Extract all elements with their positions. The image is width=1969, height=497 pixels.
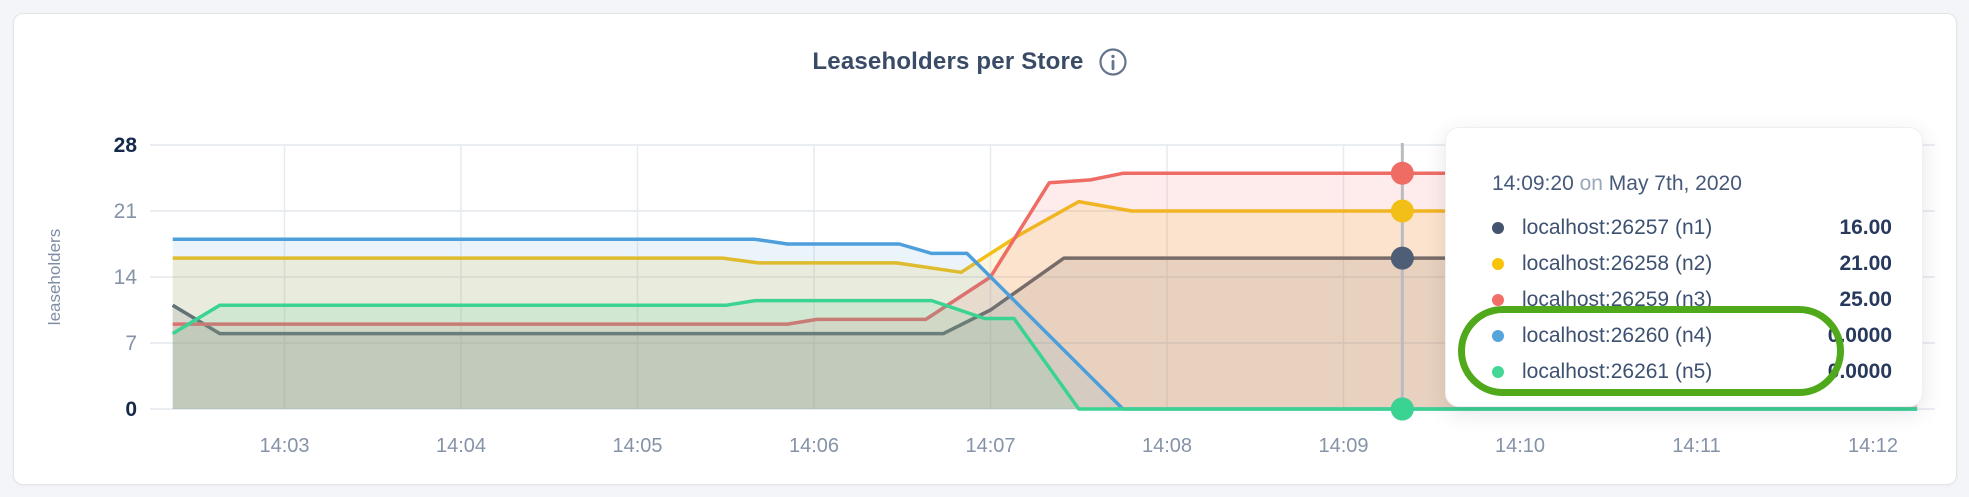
tooltip-rows: localhost:26257 (n1) 16.00 localhost:26258… xyxy=(1492,210,1892,390)
tooltip-row-label: localhost:26257 (n1) xyxy=(1522,216,1713,239)
series-dot-icon xyxy=(1492,294,1504,306)
tooltip-row: localhost:26259 (n3) 25.00 xyxy=(1492,282,1892,318)
series-line-n2 xyxy=(172,199,1918,275)
tooltip-date: May 7th, 2020 xyxy=(1608,172,1742,195)
series-area-n4 xyxy=(172,239,1918,409)
tooltip-on-word: on xyxy=(1579,172,1603,195)
x-tick-label: 14:10 xyxy=(1495,435,1545,457)
tooltip-row-label: localhost:26258 (n2) xyxy=(1522,252,1713,275)
tooltip-row: localhost:26257 (n1) 16.00 xyxy=(1492,210,1892,246)
series-area-n5 xyxy=(172,300,1918,409)
series-line-n1 xyxy=(171,256,1918,336)
x-tick-label: 14:05 xyxy=(612,435,662,457)
series-line-n4 xyxy=(172,237,1918,411)
y-tick-label: 21 xyxy=(114,200,137,223)
tooltip-row-value: 25.00 xyxy=(1839,288,1892,311)
tooltip-row-value: 16.00 xyxy=(1839,216,1892,239)
tooltip-row-value: 0.0000 xyxy=(1827,324,1892,347)
x-tick-label: 14:08 xyxy=(1142,435,1192,457)
hover-dot-n5 xyxy=(1390,397,1414,421)
tooltip-row-label: localhost:26260 (n4) xyxy=(1522,324,1713,347)
x-tick-label: 14:07 xyxy=(965,435,1015,457)
y-tick-label: 14 xyxy=(114,266,138,289)
tooltip-timestamp: 14:09:20 on May 7th, 2020 xyxy=(1492,172,1892,196)
x-tick-label: 14:12 xyxy=(1848,435,1898,457)
x-tick-label: 14:09 xyxy=(1318,435,1368,457)
x-tick-label: 14:11 xyxy=(1672,435,1721,457)
hover-tooltip: 14:09:20 on May 7th, 2020 localhost:2625… xyxy=(1445,127,1923,407)
series-dot-icon xyxy=(1492,258,1504,270)
y-tick-label: 28 xyxy=(114,134,138,157)
y-axis-label: leaseholders xyxy=(45,229,64,325)
tooltip-time: 14:09:20 xyxy=(1492,172,1574,195)
tooltip-row-value: 21.00 xyxy=(1839,252,1892,275)
hover-dot-n1 xyxy=(1390,246,1414,270)
tooltip-row-value: 0.0000 xyxy=(1827,360,1892,383)
y-tick-label: 7 xyxy=(125,332,137,355)
chart-title: Leaseholders per Store xyxy=(812,48,1084,75)
series-line-n5 xyxy=(171,298,1918,411)
x-tick-label: 14:06 xyxy=(789,435,839,457)
hover-dot-n2 xyxy=(1390,199,1414,223)
chart-header: Leaseholders per Store xyxy=(14,47,1956,77)
tooltip-row: localhost:26261 (n5) 0.0000 xyxy=(1492,354,1892,390)
tooltip-row-label: localhost:26261 (n5) xyxy=(1522,360,1713,383)
y-tick-label: 0 xyxy=(125,398,137,421)
x-tick-label: 14:04 xyxy=(436,435,486,457)
series-dot-icon xyxy=(1492,366,1504,378)
series-dot-icon xyxy=(1492,330,1504,342)
tooltip-row: localhost:26258 (n2) 21.00 xyxy=(1492,246,1892,282)
hover-dot-n3 xyxy=(1390,161,1414,185)
x-tick-label: 14:03 xyxy=(259,435,309,457)
tooltip-row: localhost:26260 (n4) 0.0000 xyxy=(1492,318,1892,354)
tooltip-row-label: localhost:26259 (n3) xyxy=(1522,288,1713,311)
info-icon[interactable] xyxy=(1098,47,1128,77)
series-dot-icon xyxy=(1492,222,1504,234)
